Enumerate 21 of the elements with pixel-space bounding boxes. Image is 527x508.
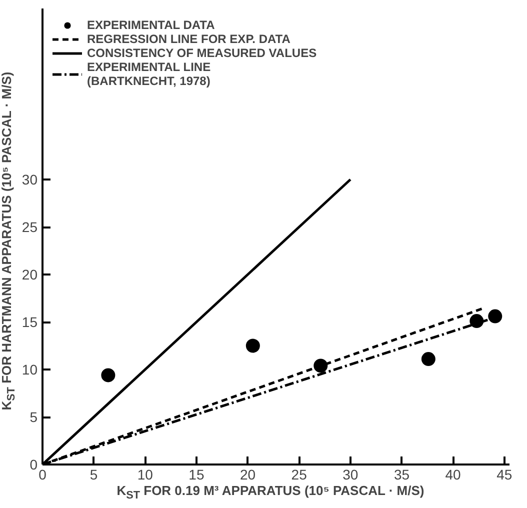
x-tick-label: 20 (240, 466, 256, 482)
y-tick-label: 30 (22, 172, 38, 188)
legend-label: REGRESSION LINE FOR EXP. DATA (87, 32, 290, 46)
legend-label: EXPERIMENTAL DATA (87, 18, 215, 32)
y-tick-label: 10 (22, 362, 38, 378)
x-tick-label: 45 (496, 466, 512, 482)
x-axis-title: K$_{ST}$ FOR 0.19 M³ APPARATUS (10⁵ PASCAL · M/S) (116, 482, 426, 504)
x-tick-label: 10 (137, 466, 154, 482)
y-tick-label: 15 (22, 314, 38, 330)
x-tick-label: 15 (188, 466, 204, 482)
x-tick-label: 25 (291, 466, 308, 482)
y-tick-label: 0 (30, 456, 38, 472)
x-tick-label: 30 (342, 466, 358, 482)
y-tick-label: 5 (30, 409, 38, 425)
legend-label: EXPERIMENTAL LINE (BARTKNECHT, 1978) (87, 60, 211, 88)
legend-label: CONSISTENCY OF MEASURED VALUES (87, 46, 317, 60)
x-tick-label: 5 (90, 466, 98, 482)
y-tick-label: 25 (22, 219, 38, 235)
x-tick-label: 40 (445, 466, 462, 482)
y-tick-label: 20 (22, 266, 38, 282)
x-tick-label: 35 (394, 466, 410, 482)
